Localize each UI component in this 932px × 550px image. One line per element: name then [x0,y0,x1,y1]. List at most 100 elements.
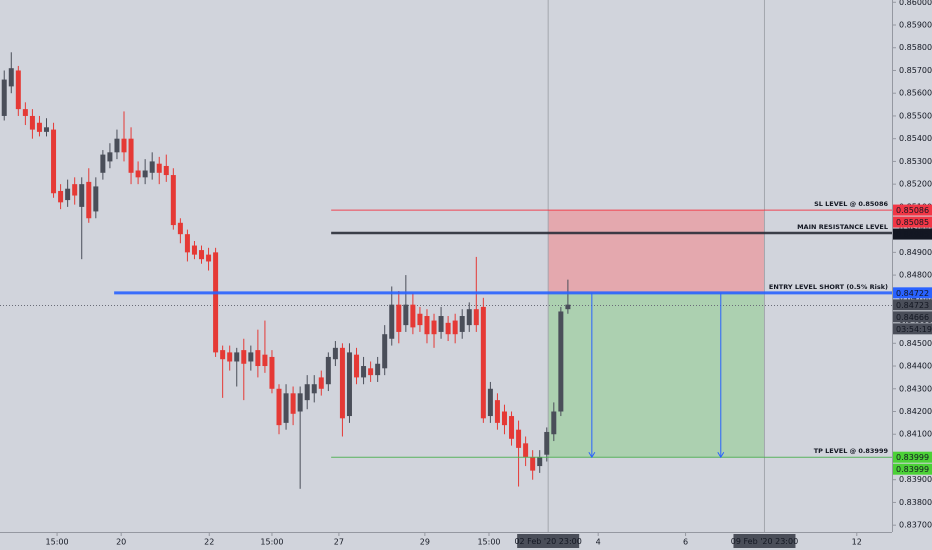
candle-body [417,313,423,326]
candle-body [283,393,289,423]
candle-body [318,377,324,389]
x-tick-label: 15:00 [477,538,500,547]
candle-body [382,334,388,369]
candle-body [551,411,557,435]
candle-body [332,347,338,360]
price-tag-label: 0.84722 [896,289,929,298]
target-zone [548,292,765,458]
candle-body [361,366,367,378]
candle-body [58,190,64,203]
candle-body [368,368,374,376]
y-tick-label: 0.83900 [899,475,932,484]
price-tag-label: 0.83999 [896,465,929,474]
candle-body [156,163,162,173]
price-tag-label: 0.84723 [896,301,929,310]
candle-body [487,388,493,417]
candle-body [8,68,14,87]
candle-body [79,184,85,207]
candle-body [544,431,550,455]
candle-body [72,184,78,196]
candle-body [480,306,486,419]
candle-body [346,352,352,417]
stop-zone [548,210,765,293]
x-tick-label: 20 [116,538,126,547]
y-tick-label: 0.84200 [899,407,932,416]
y-tick-label: 0.85800 [899,43,932,52]
time-tag [517,534,580,548]
candle-body [142,170,148,178]
level-label: TP LEVEL @ 0.83999 [814,447,889,455]
candle-body [339,347,345,419]
y-tick-label: 0.85400 [899,134,932,143]
candle-body [403,304,409,326]
candle-body [170,175,176,226]
candle-body [262,354,268,367]
candle-body [255,350,261,367]
y-tick-label: 0.84400 [899,362,932,371]
price-tag [893,204,932,216]
y-tick-label: 0.85900 [899,21,932,30]
candle-body [234,352,240,362]
candle-body [354,354,360,378]
candle-body [445,322,451,335]
candle-body [304,384,310,401]
y-tick-label: 0.85600 [899,89,932,98]
candle-body [93,186,99,212]
candle-body [227,352,233,362]
y-tick-label: 0.84800 [899,271,932,280]
x-tick-label: 4 [596,538,601,547]
price-tag [893,216,932,228]
candle-body [297,393,303,412]
candle-body [22,109,28,116]
price-tag-label: 0.85086 [896,206,929,215]
candle-body [15,70,21,110]
arrow-head [717,451,725,459]
price-tag [893,287,932,299]
arrow-head [588,451,596,459]
y-tick-label: 0.86000 [899,0,932,7]
candle-body [177,222,183,235]
candle-body [389,304,395,339]
candle-body [107,152,113,162]
candle-body [269,356,275,389]
time-tag-label: 09 Feb '20 23:00 [731,537,798,546]
price-tag-label: 0.84666 [896,313,929,322]
countdown-box [893,323,932,335]
candle-body [523,443,529,457]
x-tick-label: 6 [683,538,688,547]
candle-body [459,316,465,332]
candle-body [466,309,472,326]
candle-body [128,138,134,173]
candle-body [184,234,190,253]
candle-body [149,161,155,173]
y-tick-label: 0.85500 [899,111,932,120]
level-label: MAIN RESISTANCE LEVEL [797,223,888,231]
y-tick-label: 0.84100 [899,430,932,439]
candle-body [199,250,205,260]
price-tag [893,299,932,311]
candle-body [114,138,120,153]
candle-body [29,115,35,130]
y-tick-label: 0.83800 [899,498,932,507]
candle-body [452,320,458,335]
y-tick-label: 0.84500 [899,339,932,348]
candle-body [213,252,219,353]
candle-body [410,304,416,328]
candle-body [530,456,536,471]
x-tick-label: 29 [420,538,430,547]
candle-body [44,127,50,132]
candle-body [501,411,507,426]
x-tick-label: 22 [204,538,214,547]
price-tag-label: 0.85085 [896,218,929,227]
candle-body [375,363,381,376]
candle-body [100,154,106,173]
x-tick-label: 12 [852,538,862,547]
candle-body [509,416,515,439]
candle-body [325,356,331,385]
y-tick-label: 0.85300 [899,157,932,166]
candle-body [537,456,543,467]
candle-body [431,320,437,335]
price-tag-label: 0.83999 [896,453,929,462]
